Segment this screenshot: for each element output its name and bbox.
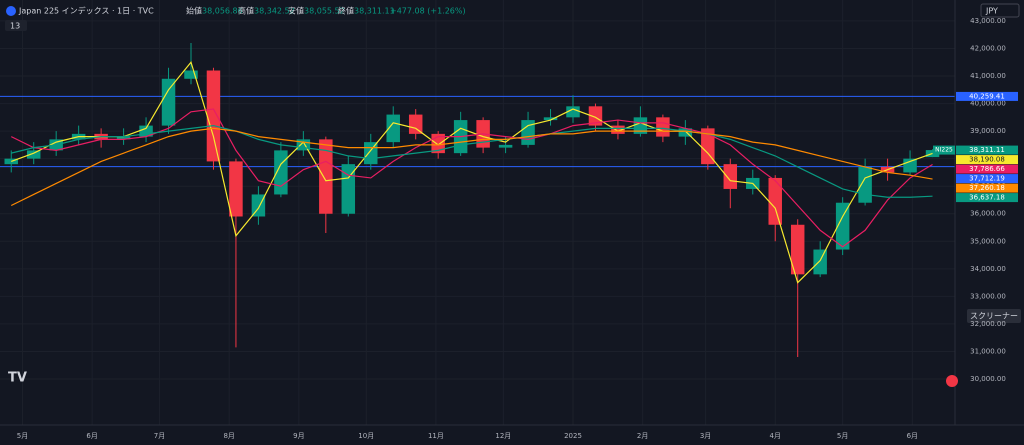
y-tick-label: 39,000.00 — [970, 127, 1006, 135]
y-tick-label: 34,000.00 — [970, 265, 1006, 273]
change: +477.08 (+1.26%) — [390, 7, 466, 16]
symbol-icon[interactable] — [6, 6, 16, 16]
x-tick-label: 11月 — [428, 432, 444, 440]
candle-body — [813, 249, 827, 275]
currency-box[interactable] — [980, 3, 1020, 18]
close-value: 38,311.11 — [354, 7, 395, 16]
high-label: 高値 — [238, 6, 254, 16]
moving-average — [11, 60, 933, 284]
candle-body — [26, 150, 41, 159]
x-tick-label: 5月 — [17, 432, 28, 440]
low-label: 安値 — [288, 6, 304, 16]
candle-body — [296, 139, 311, 151]
indicator-toggle[interactable] — [5, 20, 27, 31]
y-tick-label: 35,000.00 — [970, 237, 1006, 245]
open-label: 始値 — [186, 6, 202, 16]
candle-body — [835, 202, 850, 250]
y-tick-label: 42,000.00 — [970, 44, 1006, 52]
candle-body — [251, 194, 266, 217]
low-value: 38,055.52 — [304, 7, 345, 16]
currency[interactable]: JPY — [985, 7, 998, 16]
price-label: 38,311.11 — [969, 146, 1005, 154]
candle-body — [184, 70, 198, 79]
x-tick-label: 2月 — [637, 432, 648, 440]
candle-body — [386, 114, 400, 143]
candle-body — [611, 125, 625, 134]
y-tick-label: 41,000.00 — [970, 72, 1006, 80]
y-tick-label: 40,000.00 — [970, 100, 1006, 108]
price-label-bg — [956, 174, 1018, 184]
price-label-bg — [956, 183, 1018, 193]
symbol-tag: NI225 — [935, 147, 953, 154]
candle-body — [633, 117, 648, 134]
candle-body — [768, 177, 782, 225]
candle-body — [206, 70, 221, 162]
high-value: 38,342.52 — [254, 7, 295, 16]
candle-body — [678, 128, 693, 137]
screener-button[interactable] — [967, 309, 1021, 323]
price-label-bg — [956, 91, 1018, 101]
y-tick-label: 36,000.00 — [970, 210, 1006, 218]
x-tick-label: 7月 — [154, 432, 165, 440]
price-label-bg — [956, 155, 1018, 165]
candle-body — [161, 78, 176, 126]
price-label-bg — [956, 145, 1018, 155]
logo[interactable]: TV — [8, 371, 27, 386]
open-value: 38,056.86 — [202, 7, 243, 16]
x-tick-label: 8月 — [223, 432, 234, 440]
symbol[interactable]: Japan 225 インデックス · 1日 · TVC — [18, 6, 154, 16]
candle-body — [543, 117, 558, 121]
candle-body — [139, 125, 153, 137]
x-tick-label: 6月 — [86, 432, 97, 440]
x-tick-label: 10月 — [358, 432, 374, 440]
price-label-bg — [956, 193, 1018, 203]
y-tick-label: 31,000.00 — [970, 347, 1006, 355]
x-tick-label: 3月 — [700, 432, 711, 440]
candle-body — [229, 161, 243, 217]
price-label: 38,190.08 — [969, 156, 1005, 164]
candle-body — [701, 128, 715, 165]
candle-body — [319, 139, 333, 214]
moving-average — [10, 127, 933, 207]
alert-icon[interactable] — [946, 375, 958, 387]
price-label: 37,260.18 — [969, 184, 1005, 192]
y-tick-label: 43,000.00 — [970, 17, 1006, 25]
candle-body — [656, 117, 670, 137]
candle-body — [723, 164, 738, 189]
x-tick-label: 2025 — [564, 432, 582, 440]
price-label: 40,259.41 — [969, 92, 1005, 100]
screener[interactable]: スクリーナー — [970, 312, 1018, 321]
moving-average — [11, 124, 933, 198]
candle-body — [903, 158, 917, 173]
x-tick-label: 9月 — [293, 432, 304, 440]
x-tick-label: 6月 — [907, 432, 918, 440]
x-tick-label: 4月 — [770, 432, 781, 440]
candle-body — [116, 136, 131, 140]
x-tick-label: 5月 — [837, 432, 848, 440]
candle-body — [498, 144, 513, 148]
y-tick-label: 30,000.00 — [970, 375, 1006, 383]
candle-body — [790, 224, 805, 275]
price-label: 37,786.66 — [969, 165, 1005, 173]
price-label: 37,712.19 — [969, 175, 1005, 183]
y-tick-label: 33,000.00 — [970, 292, 1006, 300]
candle-body — [858, 166, 872, 203]
candle-body — [588, 106, 603, 126]
indicator-count[interactable]: 13 — [10, 22, 20, 31]
price-label-bg — [956, 164, 1018, 174]
candle-body — [521, 120, 535, 145]
candle-body — [408, 114, 423, 134]
price-label: 36,637.18 — [969, 194, 1005, 202]
symbol-tag-bg — [933, 145, 955, 155]
candle-body — [566, 106, 580, 118]
y-tick-label: 32,000.00 — [970, 320, 1006, 328]
candle-body — [341, 164, 356, 214]
x-tick-label: 12月 — [495, 432, 511, 440]
moving-average — [10, 108, 933, 248]
close-label: 終値 — [338, 6, 354, 16]
